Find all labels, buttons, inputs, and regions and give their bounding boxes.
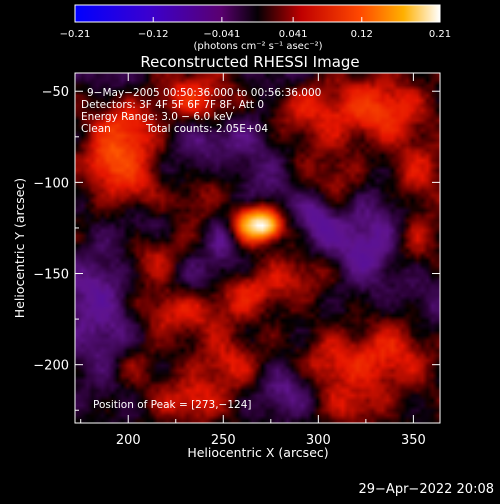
footer-timestamp: 29−Apr−2022 20:08 <box>359 482 495 497</box>
plot-image-container <box>75 73 440 423</box>
y-tick-label: −100 <box>33 176 69 191</box>
colorbar-tick-label: 0.12 <box>351 29 373 40</box>
y-axis-label: Heliocentric Y (arcsec) <box>12 178 27 318</box>
colorbar-tick-label: −0.12 <box>138 29 169 40</box>
annotation-detectors: Detectors: 3F 4F 5F 6F 7F 8F, Att 0 <box>81 99 264 111</box>
colorbar-tick-label: 0.041 <box>279 29 308 40</box>
x-axis-label: Heliocentric X (arcsec) <box>187 445 328 460</box>
x-tick-label: 200 <box>116 433 141 448</box>
colorbar-tick-label: −0.041 <box>203 29 240 40</box>
annotation-energy: Energy Range: 3.0 − 6.0 keV <box>81 111 234 123</box>
x-tick-label: 350 <box>401 433 426 448</box>
annotation-total-counts: Total counts: 2.05E+04 <box>145 123 268 135</box>
y-tick-label: −200 <box>33 359 69 374</box>
chart-title: Reconstructed RHESSI Image <box>140 53 359 71</box>
heatmap-image <box>75 73 440 423</box>
x-tick-label: 250 <box>211 433 236 448</box>
y-tick-label: −150 <box>33 268 69 283</box>
colorbar-ticks: −0.21 −0.12 −0.041 0.041 0.12 0.21 <box>60 17 451 40</box>
axis-ticks: 200 250 300 350 −50 −100 −150 −200 <box>33 73 440 448</box>
plot-frame <box>74 72 441 424</box>
y-tick-label: −50 <box>42 85 69 100</box>
x-tick-label: 300 <box>306 433 331 448</box>
annotation-time-range: 9−May−2005 00:50:36.000 to 00:56:36.000 <box>87 87 321 99</box>
annotation-peak-position: Position of Peak = [273,−124] <box>93 399 252 411</box>
colorbar <box>74 4 441 23</box>
annotation-algorithm: Clean <box>81 123 111 135</box>
colorbar-unit-label: (photons cm⁻² s⁻¹ asec⁻²) <box>193 41 322 52</box>
colorbar-tick-label: −0.21 <box>60 29 91 40</box>
colorbar-tick-label: 0.21 <box>429 29 451 40</box>
